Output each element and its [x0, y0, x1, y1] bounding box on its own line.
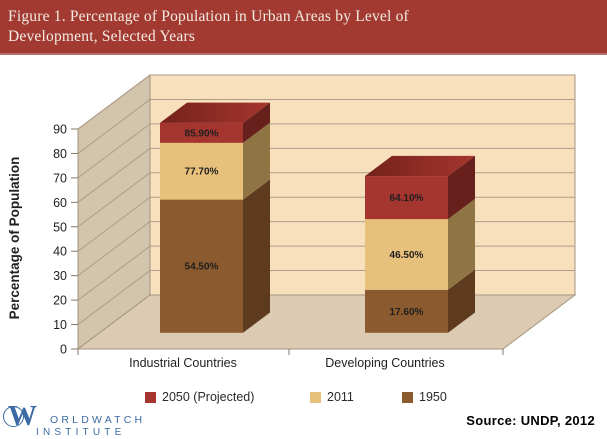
legend-label-2011: 2011 — [327, 390, 354, 404]
y-axis-tick-label: 10 — [53, 318, 67, 332]
gridline-sidewall — [77, 245, 151, 301]
bar-data-label: 64.10% — [390, 193, 424, 204]
logo-w-initial: W — [8, 400, 37, 432]
y-axis-tick-label: 70 — [53, 171, 67, 185]
y-axis-tick-label: 80 — [53, 147, 67, 161]
bar-data-label: 54.50% — [185, 262, 219, 273]
bar-data-label: 46.50% — [390, 250, 424, 261]
floor — [76, 294, 577, 350]
bar-side-2050 (Projected) — [243, 102, 270, 143]
legend-label-1950: 1950 — [419, 390, 447, 404]
bar-front-2011 — [365, 219, 448, 290]
legend-swatch-1950 — [402, 391, 413, 403]
y-axis-tick-label: 40 — [53, 245, 67, 259]
bar-front-2011 — [160, 142, 243, 200]
source-note: Source: UNDP, 2012 — [466, 413, 595, 428]
bar-side-1950 — [243, 179, 270, 333]
bar-data-label: 85.90% — [185, 128, 219, 139]
legend-swatch-2050 — [145, 391, 156, 403]
bar-front-2050 (Projected) — [365, 176, 448, 220]
legend-label-2050: 2050 (Projected) — [162, 390, 255, 404]
gridline-sidewall — [77, 172, 151, 228]
gridline-sidewall — [77, 221, 151, 277]
bar-front-1950 — [365, 289, 448, 333]
bar-front-2050 (Projected) — [160, 122, 243, 143]
category-label: Developing Countries — [325, 356, 445, 370]
legend-item-1950: 1950 — [402, 390, 447, 404]
gridline-sidewall — [77, 147, 151, 203]
y-axis-tick-label: 60 — [53, 196, 67, 210]
y-axis-tick-label: 20 — [53, 294, 67, 308]
bar-side-2011 — [243, 122, 270, 200]
worldwatch-logo: W ORLDWATCH INSTITUTE — [2, 402, 152, 439]
figure-title: Figure 1. Percentage of Population in Ur… — [8, 8, 409, 46]
y-axis-tick-label: 30 — [53, 269, 67, 283]
gridline-sidewall — [77, 99, 151, 154]
logo-swirl-icon — [3, 406, 24, 427]
y-axis-tick-label: 50 — [53, 220, 67, 234]
bar-top-2050 (Projected) — [365, 155, 475, 177]
figure-header: Figure 1. Percentage of Population in Ur… — [0, 0, 607, 55]
bar-top-2050 (Projected) — [160, 102, 270, 123]
bar-side-2011 — [448, 198, 475, 290]
logo-institute-text: INSTITUTE — [36, 427, 126, 438]
category-label: Industrial Countries — [129, 356, 237, 370]
gridline-sidewall — [77, 123, 151, 179]
bar-side-2050 (Projected) — [448, 155, 475, 220]
gridline-sidewall — [77, 196, 151, 252]
y-axis-tick-label: 90 — [53, 123, 67, 137]
legend-item-2011: 2011 — [310, 390, 354, 404]
bar-data-label: 77.70% — [185, 167, 219, 178]
legend-item-2050: 2050 (Projected) — [145, 390, 254, 404]
bar-side-1950 — [448, 269, 475, 333]
y-axis-tick-label: 0 — [60, 343, 67, 357]
logo-worldwatch-text: ORLDWATCH — [50, 414, 146, 426]
gridline-sidewall — [77, 270, 151, 325]
y-axis-title: Percentage of Population — [7, 157, 22, 320]
gridline-sidewall — [77, 74, 151, 130]
bar-front-1950 — [160, 199, 243, 333]
bar-data-label: 17.60% — [390, 307, 424, 318]
legend-swatch-2011 — [310, 391, 321, 403]
